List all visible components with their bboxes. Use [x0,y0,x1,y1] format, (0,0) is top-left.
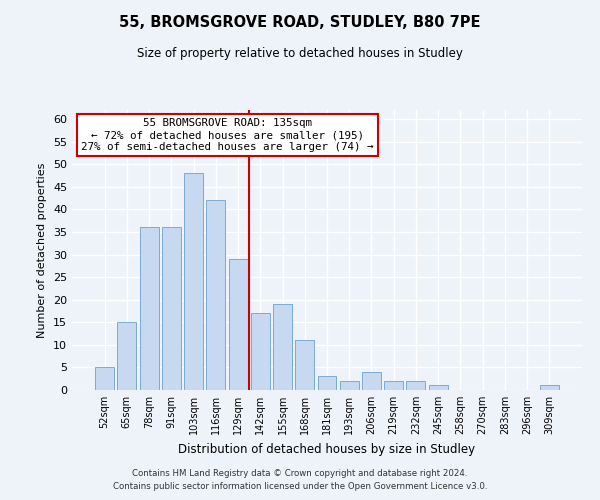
Bar [362,372,381,390]
Bar [429,386,448,390]
Bar [184,173,203,390]
Text: 55, BROMSGROVE ROAD, STUDLEY, B80 7PE: 55, BROMSGROVE ROAD, STUDLEY, B80 7PE [119,15,481,30]
Bar [229,259,248,390]
Bar [340,381,359,390]
Bar [251,313,270,390]
Text: Contains public sector information licensed under the Open Government Licence v3: Contains public sector information licen… [113,482,487,491]
Bar [273,304,292,390]
Bar [295,340,314,390]
Bar [384,381,403,390]
Text: 55 BROMSGROVE ROAD: 135sqm
← 72% of detached houses are smaller (195)
27% of sem: 55 BROMSGROVE ROAD: 135sqm ← 72% of deta… [81,118,374,152]
Bar [540,386,559,390]
Text: Size of property relative to detached houses in Studley: Size of property relative to detached ho… [137,48,463,60]
Bar [406,381,425,390]
Text: Contains HM Land Registry data © Crown copyright and database right 2024.: Contains HM Land Registry data © Crown c… [132,468,468,477]
Bar [317,376,337,390]
Bar [95,368,114,390]
Bar [140,228,158,390]
Bar [162,228,181,390]
Bar [118,322,136,390]
X-axis label: Distribution of detached houses by size in Studley: Distribution of detached houses by size … [178,442,476,456]
Bar [206,200,225,390]
Y-axis label: Number of detached properties: Number of detached properties [37,162,47,338]
